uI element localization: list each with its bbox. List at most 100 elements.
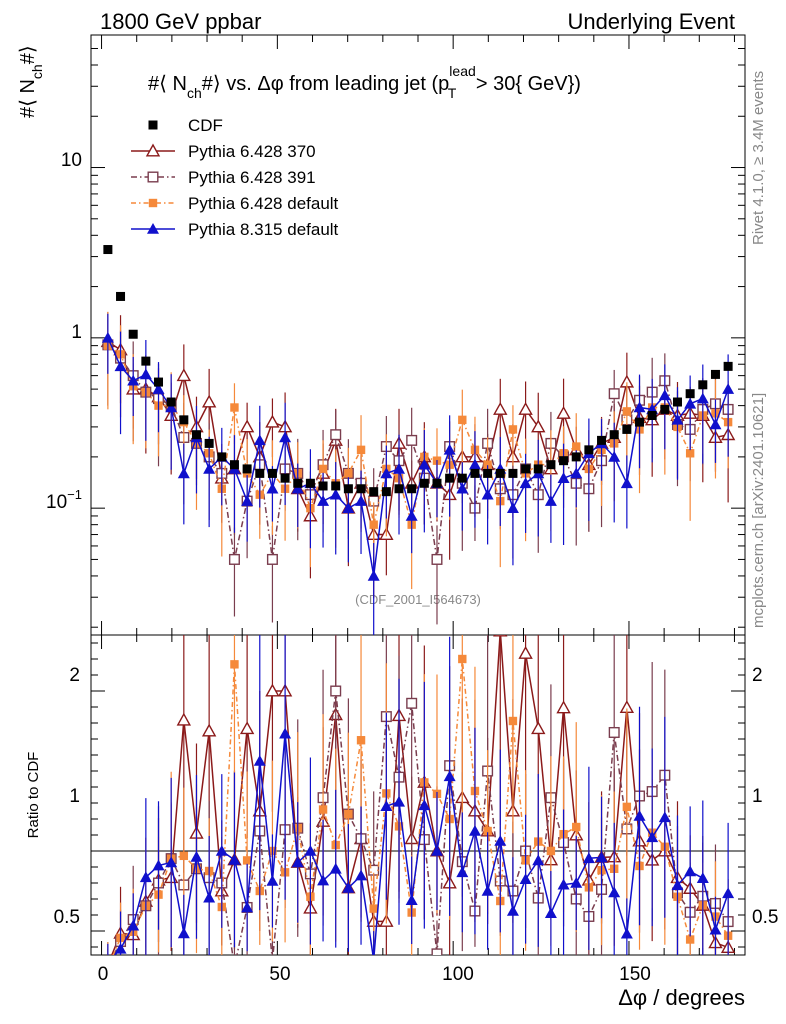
ratio-point-pythia-8-315-default [127,919,140,931]
title-sup: lead [449,63,475,79]
ratio-point-pythia-8-315-default [696,872,709,883]
legend-marker-cdf [148,120,158,130]
point-cdf [445,473,455,483]
ratio-point-pythia-6-428-default [242,856,252,865]
main-y-axis-label: #⟨ Nch#⟩ [17,45,45,118]
ratio-point-pythia-8-315-default [570,877,583,888]
legend-markers [131,120,175,234]
ratio-point-pythia-8-315-default [430,845,443,856]
point-cdf [343,484,353,494]
point-cdf [597,435,607,445]
ratio-point-pythia-6-428-370 [518,645,533,659]
point-pythia-6-428-default [622,407,632,416]
point-cdf [204,438,214,448]
point-pythia-8-315-default [709,418,722,430]
x-tick-label-0: 0 [98,964,109,985]
ratio-point-pythia-6-428-default [230,660,239,669]
ratio-point-pythia-8-315-default [165,856,178,868]
ratio-point-pythia-6-428-default [546,846,556,856]
point-cdf [293,478,303,488]
ratio-point-pythia-8-315-default [355,869,368,881]
point-pythia-6-428-default [230,403,239,412]
ratio-point-pythia-8-315-default [152,859,165,871]
ylabel-end: #⟩ [17,45,39,64]
ratio-line-pythia-6-428-391 [112,690,729,955]
ratio-point-pythia-6-428-default [458,654,467,664]
ratio-point-pythia-8-315-default [544,907,557,919]
ratio-point-pythia-8-315-default [203,891,216,903]
point-cdf [723,361,733,371]
point-cdf [457,473,467,483]
legend-label-p6-370: Pythia 6.428 370 [188,142,316,161]
ratio-point-pythia-6-428-default [508,716,518,726]
ratio-point-pythia-6-428-391 [406,697,418,709]
point-cdf [229,460,239,470]
point-cdf [559,456,569,466]
rivet-version-label: Rivet 4.1.0, ≥ 3.4M events [750,71,767,245]
header-left: 1800 GeV ppbar [100,9,261,34]
point-pythia-8-315-default [203,462,216,474]
point-pythia-8-315-default [544,495,557,506]
point-pythia-8-315-default [722,383,735,394]
legend-label-p8-default: Pythia 8.315 default [188,220,339,239]
ratio-point-pythia-8-315-default [532,854,545,866]
ratio-point-pythia-8-315-default [380,800,393,811]
point-pythia-8-315-default [253,434,266,446]
ratio-tick-label-1-right: 1 [752,786,763,807]
ratio-point-pythia-6-428-370 [493,635,508,637]
ratio-point-pythia-8-315-default [633,810,646,821]
point-pythia-6-428-391 [608,388,620,400]
point-pythia-6-428-391 [228,553,240,565]
ratio-line-pythia-6-428-default [112,658,729,955]
ratio-point-pythia-8-315-default [215,845,228,856]
ratio-point-pythia-8-315-default [506,905,519,916]
point-pythia-8-315-default [468,458,481,470]
ratio-point-pythia-8-315-default [468,825,481,836]
point-cdf [698,380,708,390]
ratio-point-pythia-6-428-default [622,802,632,812]
point-pythia-6-428-370 [556,405,571,419]
point-pythia-6-428-default [458,415,467,425]
legend-label-p6-default: Pythia 6.428 default [188,194,339,213]
ratio-point-pythia-8-315-default [177,927,190,939]
analysis-watermark: (CDF_2001_I564673) [355,592,481,607]
ratio-point-pythia-8-315-default [481,885,494,896]
legend-marker-pythia-8-315-default [147,223,159,234]
point-pythia-8-315-default [696,392,709,404]
ratio-point-pythia-8-315-default [114,942,127,954]
ratio-y-axis-label: Ratio to CDF [25,752,42,839]
point-cdf [432,478,442,488]
point-cdf [166,397,176,407]
point-cdf [571,452,581,462]
ratio-point-pythia-8-315-default [646,831,659,843]
ratio-point-pythia-8-315-default [456,866,469,878]
point-cdf [710,369,720,379]
point-pythia-8-315-default [279,431,292,443]
x-tick-label-100: 100 [442,964,474,985]
ratio-point-pythia-8-315-default [658,811,671,823]
point-pythia-8-315-default [557,472,570,483]
point-cdf [305,478,315,488]
point-pythia-8-315-default [608,450,621,462]
point-pythia-6-428-370 [176,368,192,382]
ratio-point-pythia-6-428-391 [230,962,240,972]
point-cdf [508,468,518,478]
ratio-point-pythia-8-315-default [329,862,342,874]
point-pythia-8-315-default [570,467,583,479]
point-cdf [179,415,189,425]
ratio-point-pythia-6-428-default [179,851,189,861]
ratio-point-pythia-6-428-370 [556,700,571,714]
point-pythia-8-315-default [684,397,697,409]
ratio-point-pythia-6-428-default [356,736,366,745]
legend-marker-pythia-6-428-391 [147,171,159,183]
point-cdf [495,468,505,478]
point-cdf [660,404,670,414]
point-cdf [103,245,113,255]
ratio-point-pythia-8-315-default [519,873,532,885]
data-marks [100,245,736,972]
point-cdf [622,424,632,434]
point-cdf [331,481,341,491]
point-pythia-8-315-default [114,360,127,372]
point-cdf [154,377,164,387]
y-tick-label-10: 10 [61,150,82,171]
